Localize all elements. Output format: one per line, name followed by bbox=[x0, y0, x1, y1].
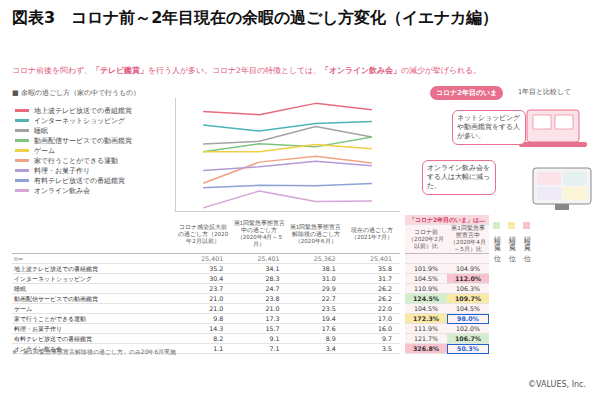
html-text:104.5%: 104.5% bbox=[414, 305, 438, 312]
html-text:ネットショッピングや動画鑑賞をする人が多い。: ネットショッピングや動画鑑賞をする人が多い。 bbox=[457, 114, 520, 140]
html-text:30.4: 30.4 bbox=[209, 275, 224, 282]
html-text:オンライン飲み会をする人は大幅に減った。: オンライン飲み会をする人は大幅に減った。 bbox=[427, 164, 490, 190]
html-text:109.7%: 109.7% bbox=[454, 295, 482, 302]
html-text:31.0: 31.0 bbox=[321, 275, 336, 282]
html-text:28.3: 28.3 bbox=[265, 275, 280, 282]
html-text:38.1: 38.1 bbox=[321, 265, 336, 272]
html-text:110.9%: 110.9% bbox=[414, 285, 438, 292]
html-text:112.0%: 112.0% bbox=[454, 275, 482, 282]
html-text:図表3 コロナ前～2年目現在の余暇の過ごし方変化（イエナカ編: 図表3 コロナ前～2年目現在の余暇の過ごし方変化（イエナカ編） bbox=[12, 8, 499, 27]
html-text:24.7: 24.7 bbox=[265, 285, 280, 292]
html-text:料理・お菓子作り: 料理・お菓子作り bbox=[14, 325, 62, 332]
html-text:8.9: 8.9 bbox=[325, 335, 336, 342]
html-text:22.7: 22.7 bbox=[321, 295, 336, 302]
svg-text:オンライン飲み会: オンライン飲み会 bbox=[34, 187, 90, 195]
html-text:98.0%: 98.0% bbox=[457, 315, 479, 322]
html-text:16.0: 16.0 bbox=[378, 325, 392, 332]
html-text:コロナ感染拡大前の過ごし方（2020年2月以前）: コロナ感染拡大前の過ごし方（2020年2月以前） bbox=[178, 223, 229, 244]
html-text:121.7%: 121.7% bbox=[414, 335, 438, 342]
html-text:縦に見て2位: 縦に見て2位 bbox=[508, 232, 516, 251]
html-text:3.4: 3.4 bbox=[325, 345, 336, 352]
html-text:©VALUES, Inc.: ©VALUES, Inc. bbox=[528, 380, 586, 389]
html-text:1.1: 1.1 bbox=[213, 345, 224, 352]
html-text:「コロナ2年目のいま」は…: 「コロナ2年目のいま」は… bbox=[408, 216, 486, 223]
html-text:25,401: 25,401 bbox=[201, 255, 224, 262]
html-text:124.5%: 124.5% bbox=[412, 295, 440, 302]
html-text:17.6: 17.6 bbox=[321, 325, 336, 332]
html-text:23.8: 23.8 bbox=[265, 295, 280, 302]
svg-text:地上波テレビ放送での番組鑑賞: 地上波テレビ放送での番組鑑賞 bbox=[33, 107, 132, 115]
html-text:1年目と比較して: 1年目と比較して bbox=[518, 88, 572, 96]
html-text:106.7%: 106.7% bbox=[454, 335, 482, 342]
html-text:111.9%: 111.9% bbox=[414, 325, 438, 332]
html-text:106.3%: 106.3% bbox=[456, 285, 480, 292]
html-text:3.5: 3.5 bbox=[382, 345, 392, 352]
html-text:第1回緊急事態宣言中（2020年4月～5月）比: 第1回緊急事態宣言中（2020年4月～5月）比 bbox=[450, 225, 486, 252]
html-text:■ 余暇の過ごし方（家の中で行うもの）: ■ 余暇の過ごし方（家の中で行うもの） bbox=[12, 89, 140, 97]
html-text:26.2: 26.2 bbox=[378, 295, 392, 302]
svg-text:家で行うことができる運動: 家で行うことができる運動 bbox=[34, 157, 118, 165]
html-text:22.0: 22.0 bbox=[378, 305, 392, 312]
html-text:19.4: 19.4 bbox=[321, 315, 336, 322]
html-text:104.5%: 104.5% bbox=[456, 305, 480, 312]
html-text:第1回緊急事態宣言中の過ごし方（2020年4月～5月）: 第1回緊急事態宣言中の過ごし方（2020年4月～5月） bbox=[233, 220, 286, 247]
html-text:101.9%: 101.9% bbox=[414, 265, 438, 272]
html-text:17.0: 17.0 bbox=[378, 315, 392, 322]
html-text:23.5: 23.5 bbox=[321, 305, 336, 312]
html-text:家で行うことができる運動: 家で行うことができる運動 bbox=[14, 315, 86, 322]
html-text:動画配信サービスでの動画鑑賞: 動画配信サービスでの動画鑑賞 bbox=[14, 295, 98, 302]
html-text:コロナ2年目のいま: コロナ2年目のいま bbox=[436, 89, 497, 97]
html-text:25,401: 25,401 bbox=[370, 255, 392, 262]
html-text:※「第1回緊急事態宣言解除後の過ごし方」のみ20年6月実施: ※「第1回緊急事態宣言解除後の過ごし方」のみ20年6月実施 bbox=[12, 348, 177, 355]
html-text:縦に見て3位: 縦に見て3位 bbox=[493, 232, 501, 251]
html-text:35.2: 35.2 bbox=[209, 265, 224, 272]
html-text:104.9%: 104.9% bbox=[456, 265, 480, 272]
html-text:21.0: 21.0 bbox=[209, 305, 224, 312]
html-text:現在の過ごし方（2021年7月）: 現在の過ごし方（2021年7月） bbox=[350, 227, 393, 240]
svg-text:ゲーム: ゲーム bbox=[34, 147, 55, 155]
svg-text:睡眠: 睡眠 bbox=[34, 127, 48, 135]
html-text:8.2: 8.2 bbox=[213, 335, 224, 342]
html-text:縦に見て1位: 縦に見て1位 bbox=[523, 232, 531, 251]
html-text:21.0: 21.0 bbox=[209, 295, 224, 302]
html-text:9.7: 9.7 bbox=[382, 335, 392, 342]
html-text:オンライン飲み会: オンライン飲み会 bbox=[14, 345, 62, 352]
html-text:104.5%: 104.5% bbox=[414, 275, 438, 282]
svg-text:料理・お菓子作り: 料理・お菓子作り bbox=[34, 167, 90, 175]
html-text:102.0%: 102.0% bbox=[456, 325, 480, 332]
html-text:26.2: 26.2 bbox=[378, 285, 392, 292]
html-text:コロナ前後を問わず、「テレビ鑑賞」を行う人が多い。コロナ2年: コロナ前後を問わず、「テレビ鑑賞」を行う人が多い。コロナ2年目の特徴としては、「… bbox=[12, 66, 481, 75]
html-text:34.1: 34.1 bbox=[265, 265, 280, 272]
html-text:インターネットショッピング: インターネットショッピング bbox=[14, 275, 92, 282]
html-text:25,401: 25,401 bbox=[257, 255, 280, 262]
html-text:172.3%: 172.3% bbox=[412, 315, 440, 322]
html-text:23.7: 23.7 bbox=[209, 285, 224, 292]
html-text:29.9: 29.9 bbox=[321, 285, 336, 292]
html-text:35.8: 35.8 bbox=[378, 265, 392, 272]
svg-text:有料テレビ放送での番組鑑賞: 有料テレビ放送での番組鑑賞 bbox=[34, 177, 125, 185]
html-text:第1回緊急事態宣言解除後の過ごし方（2020年6月）: 第1回緊急事態宣言解除後の過ごし方（2020年6月） bbox=[289, 223, 342, 244]
html-text:31.7: 31.7 bbox=[378, 275, 392, 282]
html-text:17.3: 17.3 bbox=[265, 315, 280, 322]
html-text:9.8: 9.8 bbox=[213, 315, 224, 322]
html-text:コロナ前（2020年2月以前）比: コロナ前（2020年2月以前）比 bbox=[408, 228, 444, 249]
html-text:326.8%: 326.8% bbox=[412, 345, 440, 352]
html-text:14.3: 14.3 bbox=[209, 325, 224, 332]
html-text:地上波テレビ放送での番組鑑賞: 地上波テレビ放送での番組鑑賞 bbox=[14, 265, 98, 272]
html-text:睡眠: 睡眠 bbox=[14, 285, 26, 292]
html-text:ゲーム: ゲーム bbox=[14, 305, 32, 312]
html-text:50.3%: 50.3% bbox=[457, 345, 479, 352]
svg-text:動画配信サービスでの動画鑑賞: 動画配信サービスでの動画鑑賞 bbox=[34, 137, 132, 145]
html-text:7.1: 7.1 bbox=[269, 345, 280, 352]
html-text:21.0: 21.0 bbox=[265, 305, 280, 312]
html-text:有料テレビ放送での番組鑑賞: 有料テレビ放送での番組鑑賞 bbox=[14, 335, 92, 342]
html-text:15.7: 15.7 bbox=[265, 325, 280, 332]
svg-text:インターネットショッピング: インターネットショッピング bbox=[34, 117, 126, 125]
html-text:n=: n= bbox=[14, 255, 24, 262]
html-text:9.1: 9.1 bbox=[269, 335, 280, 342]
html-text:25,362: 25,362 bbox=[313, 255, 336, 262]
